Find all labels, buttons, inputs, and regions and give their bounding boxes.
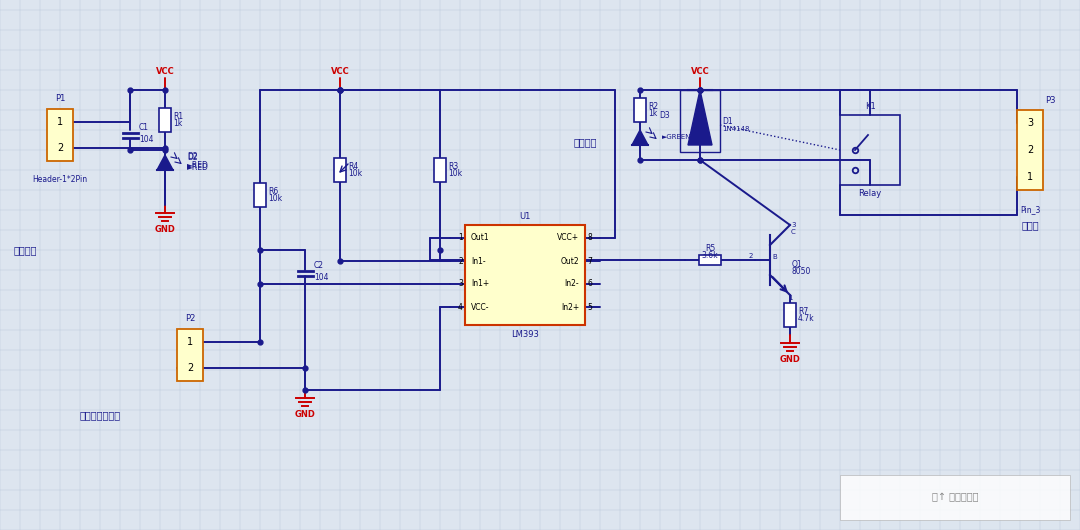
Text: 104: 104: [139, 136, 153, 145]
Text: R6: R6: [268, 187, 279, 196]
Text: GND: GND: [154, 225, 175, 234]
Bar: [840, 115, 900, 185]
Text: In1+: In1+: [471, 279, 489, 288]
Text: U1: U1: [519, 212, 530, 221]
Bar: [48, 109, 73, 161]
Text: 接水泵: 接水泵: [1022, 220, 1039, 230]
Polygon shape: [688, 90, 712, 145]
Text: Q1: Q1: [792, 261, 802, 269]
Text: K1: K1: [865, 102, 876, 111]
Text: 1k: 1k: [173, 119, 183, 128]
Bar: [680, 90, 720, 152]
Text: 10k: 10k: [348, 169, 362, 178]
Text: GND: GND: [295, 410, 315, 419]
Text: In2-: In2-: [565, 279, 579, 288]
Text: 1: 1: [57, 117, 63, 127]
Text: C1: C1: [139, 123, 149, 132]
Text: C2: C2: [314, 261, 324, 270]
Text: C: C: [791, 229, 796, 235]
Text: P2: P2: [185, 314, 195, 323]
Text: ►RED: ►RED: [187, 161, 208, 170]
Text: LM393: LM393: [511, 330, 539, 339]
Text: R1: R1: [173, 112, 184, 121]
Text: R4: R4: [348, 162, 359, 171]
Bar: [177, 329, 203, 381]
Text: GND: GND: [780, 355, 800, 364]
Text: 4.7k: 4.7k: [798, 314, 814, 323]
Text: 1: 1: [458, 234, 463, 243]
Text: 开关指示: 开关指示: [573, 137, 597, 147]
Text: ►GREEN: ►GREEN: [662, 134, 691, 140]
Text: 电源指示: 电源指示: [13, 245, 37, 255]
Text: D2
►RED: D2 ►RED: [187, 152, 208, 172]
Text: B: B: [772, 254, 777, 260]
Text: 土壤湿度传感器: 土壤湿度传感器: [80, 410, 121, 420]
Text: In1-: In1-: [471, 257, 486, 266]
Text: 3: 3: [1027, 118, 1034, 128]
Text: 2: 2: [748, 253, 753, 259]
Text: R2: R2: [648, 102, 658, 111]
Text: In2+: In2+: [561, 303, 579, 312]
Bar: [1017, 110, 1043, 190]
Polygon shape: [157, 155, 173, 170]
Text: 104: 104: [314, 273, 328, 282]
Bar: [699, 255, 721, 265]
Text: R7: R7: [798, 307, 808, 316]
Text: 8: 8: [588, 234, 592, 243]
Bar: [840, 475, 1070, 520]
Text: P1: P1: [55, 94, 65, 103]
Text: 3: 3: [458, 279, 463, 288]
Text: 7: 7: [588, 257, 592, 266]
Text: Out2: Out2: [561, 257, 579, 266]
Bar: [334, 158, 346, 182]
Text: VCC+: VCC+: [557, 234, 579, 243]
Text: D2: D2: [187, 154, 198, 163]
Text: 1: 1: [1027, 172, 1034, 182]
Text: P3: P3: [1045, 96, 1055, 105]
Text: D3: D3: [659, 110, 670, 119]
Text: 1: 1: [787, 295, 793, 301]
Text: 3.6k: 3.6k: [702, 251, 718, 260]
Text: 10k: 10k: [448, 169, 462, 178]
Text: 10k: 10k: [268, 194, 282, 203]
Text: Pin_3: Pin_3: [1020, 205, 1040, 214]
Polygon shape: [632, 130, 648, 145]
Text: 值↑ 什么值得买: 值↑ 什么值得买: [932, 492, 978, 502]
Text: R5: R5: [705, 244, 715, 253]
Text: R3: R3: [448, 162, 458, 171]
Text: 1: 1: [187, 337, 193, 347]
Text: VCC: VCC: [156, 67, 174, 76]
Text: 4: 4: [458, 303, 463, 312]
Text: Out1: Out1: [471, 234, 489, 243]
Text: 1N4148: 1N4148: [723, 126, 750, 132]
Text: VCC-: VCC-: [471, 303, 489, 312]
Text: 2: 2: [57, 143, 63, 153]
Bar: [254, 183, 266, 207]
Text: 8050: 8050: [792, 268, 811, 277]
Text: Relay: Relay: [859, 189, 881, 198]
Text: 2: 2: [458, 257, 463, 266]
Text: 3: 3: [791, 222, 796, 228]
Text: 6: 6: [588, 279, 592, 288]
Bar: [434, 158, 446, 182]
Text: VCC: VCC: [330, 67, 349, 76]
Text: VCC: VCC: [690, 67, 710, 76]
Text: 5: 5: [588, 303, 592, 312]
Bar: [159, 108, 171, 132]
Text: 2: 2: [1027, 145, 1034, 155]
Text: Header-1*2Pin: Header-1*2Pin: [32, 175, 87, 184]
Bar: [784, 303, 796, 327]
Text: 2: 2: [187, 363, 193, 373]
Text: D1: D1: [723, 118, 732, 127]
Bar: [465, 225, 585, 325]
Text: 1k: 1k: [648, 109, 658, 118]
Bar: [634, 98, 646, 122]
